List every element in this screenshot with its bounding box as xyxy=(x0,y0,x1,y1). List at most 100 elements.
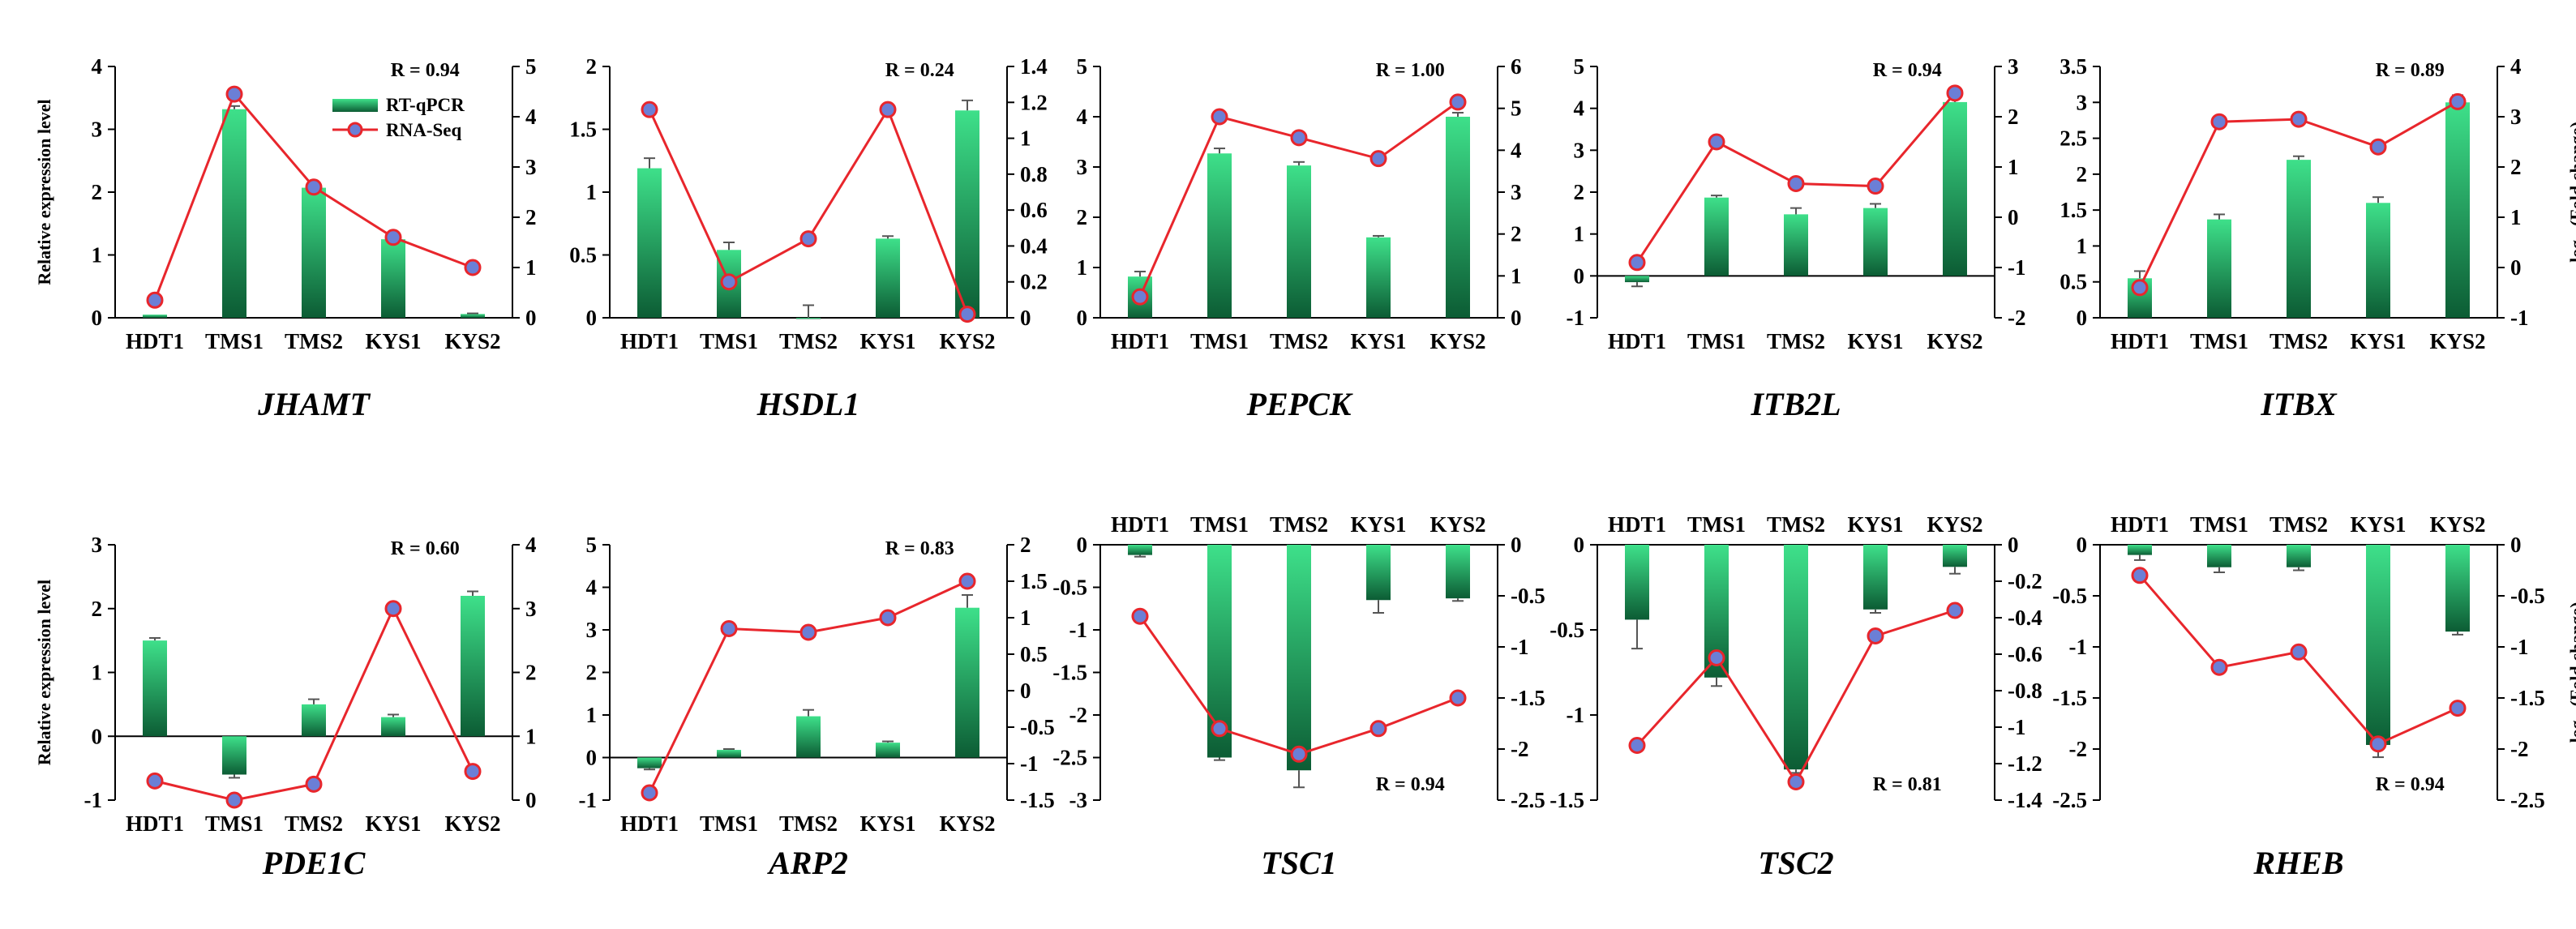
left-tick-label: 2 xyxy=(1574,180,1585,204)
rnaseq-point xyxy=(2369,138,2387,156)
rnaseq-point xyxy=(2449,92,2467,110)
qpcr-bar xyxy=(222,109,246,318)
qpcr-bar xyxy=(1287,545,1311,771)
right-axis-title-rest: (Fold change) xyxy=(2566,602,2576,711)
category-label: HDT1 xyxy=(126,811,184,836)
right-tick-label: -2 xyxy=(2510,737,2529,761)
category-label: KYS1 xyxy=(365,811,421,836)
correlation-label: R = 0.60 xyxy=(391,538,460,559)
qpcr-bar xyxy=(1287,165,1311,318)
rnaseq-point xyxy=(2131,279,2149,297)
right-tick-label: 1 xyxy=(1020,606,1031,630)
right-tick-label: -1.5 xyxy=(1020,788,1055,812)
qpcr-bar xyxy=(1625,545,1649,620)
right-tick-label: 0 xyxy=(1020,679,1031,703)
right-tick-label: -1.5 xyxy=(2510,686,2545,710)
right-tick-label: 3 xyxy=(525,155,537,179)
left-tick-label: 0 xyxy=(586,306,598,330)
rnaseq-point xyxy=(1628,737,1646,754)
correlation-label: R = 0.94 xyxy=(1873,60,1942,81)
rnaseq-point xyxy=(641,784,658,802)
rnaseq-point xyxy=(1787,773,1805,790)
rnaseq-point xyxy=(384,229,402,246)
left-tick-label: -1.5 xyxy=(1052,661,1087,685)
qpcr-bar xyxy=(1366,545,1391,601)
legend: RT-qPCR RNA-Seq xyxy=(332,95,465,140)
right-axis-title-main: log xyxy=(2566,240,2576,263)
qpcr-bar xyxy=(1943,545,1967,567)
rnaseq-point xyxy=(2290,643,2308,661)
rnaseq-point xyxy=(464,259,482,276)
chart-pde1c: -1 0 1 2 3 0 1 2 3 4 HDT1 TMS1 TMS2 KYS1 KYS2 R = 0.60 P… xyxy=(34,533,537,881)
chart-tsc1: -3 -2.5 -2 -1.5 -1 -0.5 0 -2.5 -2 -1.5 -1 -0.5 0 HDT1… xyxy=(1052,512,1545,881)
right-tick-label: -2.5 xyxy=(2510,788,2545,812)
rnaseq-point xyxy=(1369,150,1387,168)
left-tick-label: -2 xyxy=(2069,737,2088,761)
qpcr-bar xyxy=(1366,237,1391,318)
rnaseq-point xyxy=(2210,658,2228,676)
right-tick-label: -2 xyxy=(1511,737,1529,761)
rnaseq-point xyxy=(2369,735,2387,753)
left-tick-label: 5 xyxy=(1574,54,1585,79)
left-tick-label: -1 xyxy=(84,788,103,812)
category-label: HDT1 xyxy=(126,329,184,353)
rnaseq-point xyxy=(464,763,482,781)
qpcr-bar xyxy=(2207,219,2231,318)
rnaseq-point xyxy=(799,230,817,248)
right-tick-label: -0.5 xyxy=(2510,584,2545,608)
chart-itbx: 0 0.5 1 1.5 2 2.5 3 3.5 -1 0 1 2 3 4 HDT1 TMS1 TMS2 KYS1 K… xyxy=(2060,54,2576,422)
rnaseq-point xyxy=(1290,129,1308,147)
qpcr-bar xyxy=(717,750,741,758)
left-tick-label: 1 xyxy=(586,703,598,727)
rnaseq-point xyxy=(1131,607,1149,625)
right-axis-title-main: log xyxy=(2566,720,2576,743)
left-tick-label: 0 xyxy=(1574,533,1585,557)
qpcr-bar xyxy=(1784,545,1808,770)
correlation-label: R = 0.89 xyxy=(2376,60,2445,81)
right-tick-label: 0 xyxy=(1511,306,1522,330)
left-tick-label: 1 xyxy=(1574,222,1585,246)
qpcr-bar xyxy=(2287,160,2311,318)
correlation-label: R = 0.94 xyxy=(2376,774,2445,795)
left-tick-label: 2 xyxy=(92,180,103,204)
category-label: TMS1 xyxy=(1687,329,1746,353)
left-tick-label: 0 xyxy=(92,306,103,330)
qpcr-bar xyxy=(2445,102,2470,319)
category-label: TMS2 xyxy=(2270,512,2328,537)
category-label: KYS2 xyxy=(444,811,500,836)
qpcr-bar xyxy=(2207,545,2231,567)
right-tick-label: -2.5 xyxy=(1511,788,1545,812)
left-tick-label: -2 xyxy=(1069,703,1088,727)
category-label: TMS1 xyxy=(700,811,758,836)
left-tick-label: -0.5 xyxy=(1052,576,1087,600)
left-tick-label: 0 xyxy=(2077,533,2088,557)
category-label: KYS1 xyxy=(1350,329,1406,353)
left-tick-label: 3 xyxy=(586,618,598,642)
left-tick-label: 0 xyxy=(1574,263,1585,288)
right-tick-label: 0 xyxy=(1511,533,1522,557)
gene-title: TSC1 xyxy=(1261,845,1336,881)
right-tick-label: -1 xyxy=(1020,751,1039,776)
rnaseq-point xyxy=(1708,133,1725,151)
category-label: TMS2 xyxy=(1270,512,1328,537)
category-label: TMS2 xyxy=(779,329,838,353)
right-tick-label: 4 xyxy=(525,533,537,557)
gene-title: PEPCK xyxy=(1246,386,1353,422)
left-tick-label: 2 xyxy=(2077,162,2088,186)
left-tick-label: 3 xyxy=(92,118,103,142)
right-tick-label: 0 xyxy=(2008,205,2019,229)
left-tick-label: 4 xyxy=(92,54,103,79)
category-label: TMS1 xyxy=(700,329,758,353)
gene-title: JHAMT xyxy=(257,386,371,422)
left-tick-label: -1 xyxy=(2069,635,2088,659)
qpcr-bar xyxy=(637,168,662,318)
category-label: HDT1 xyxy=(620,811,679,836)
category-label: KYS1 xyxy=(1847,512,1903,537)
category-label: KYS2 xyxy=(1927,512,1982,537)
left-tick-label: 0 xyxy=(1077,533,1088,557)
category-label: TMS2 xyxy=(1270,329,1328,353)
right-tick-label: -1 xyxy=(2008,255,2026,280)
right-tick-label: -0.8 xyxy=(2008,679,2042,703)
right-tick-label: 2 xyxy=(1020,533,1031,557)
qpcr-bar xyxy=(2128,545,2152,555)
